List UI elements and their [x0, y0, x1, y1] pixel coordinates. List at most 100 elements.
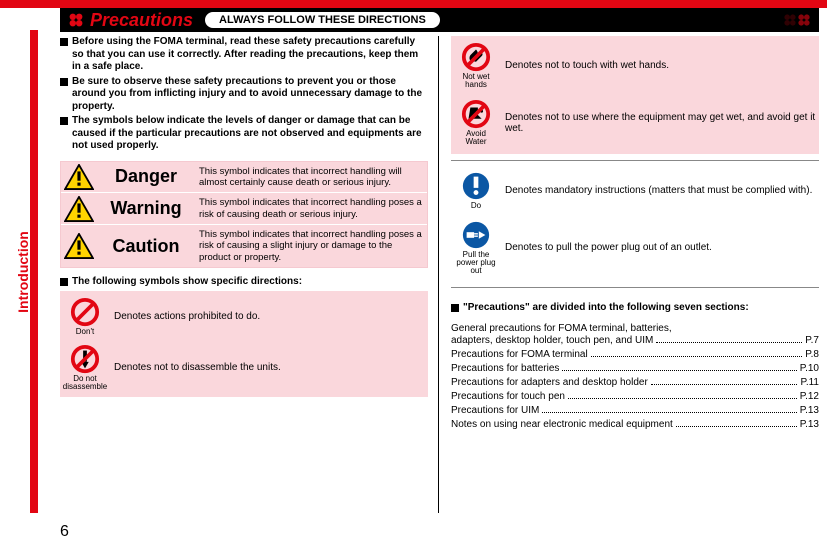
toc-label: Precautions for UIM [451, 404, 539, 418]
symbol-caption: Pull the power plug out [455, 251, 497, 275]
toc-label: Precautions for touch pen [451, 390, 565, 404]
symbol-desc: Denotes actions prohibited to do. [110, 311, 428, 322]
toc-page: P.8 [805, 348, 819, 362]
square-bullet-icon [60, 117, 68, 125]
danger-row: Danger This symbol indicates that incorr… [61, 162, 427, 194]
subheading: The following symbols show specific dire… [60, 276, 428, 287]
toc-head-text: "Precautions" are divided into the follo… [463, 302, 749, 313]
subhead-text: The following symbols show specific dire… [72, 276, 302, 287]
page-number: 6 [60, 523, 69, 541]
symbol-caption: Do not disassemble [63, 375, 107, 391]
danger-label: Warning [97, 193, 195, 224]
danger-row: Caution This symbol indicates that incor… [61, 225, 427, 267]
toc-label: adapters, desktop holder, touch pen, and… [451, 334, 653, 348]
side-tab-stripe [30, 30, 38, 513]
danger-label: Danger [97, 162, 195, 193]
side-tab-label: Introduction [15, 231, 31, 313]
symbol-caption: Avoid Water [455, 130, 497, 146]
square-bullet-icon [60, 78, 68, 86]
symbol-row: Do not disassemble Denotes not to disass… [60, 340, 428, 395]
prohibit-icon: Don't [60, 295, 110, 338]
symbol-row: Not wet hands Denotes not to touch with … [451, 38, 819, 93]
toc-row: Precautions for touch pen P.12 [451, 390, 819, 404]
symbol-caption: Do [471, 202, 481, 210]
no-disassemble-icon: Do not disassemble [60, 342, 110, 393]
warning-triangle-icon [61, 225, 97, 267]
clover-icon [68, 12, 84, 28]
toc-row: Precautions for adapters and desktop hol… [451, 376, 819, 390]
symbol-row: Pull the power plug out Denotes to pull … [451, 216, 819, 279]
symbol-caption: Don't [76, 328, 94, 336]
clover-icon-right [783, 12, 811, 28]
danger-desc: This symbol indicates that incorrect han… [195, 225, 427, 267]
toc-label: Precautions for FOMA terminal [451, 348, 588, 362]
warning-triangle-icon [61, 162, 97, 193]
toc-row: Precautions for UIM P.13 [451, 404, 819, 418]
toc-page: P.12 [800, 390, 819, 404]
danger-row: Warning This symbol indicates that incor… [61, 193, 427, 225]
pull-plug-icon: Pull the power plug out [451, 218, 501, 277]
danger-desc: This symbol indicates that incorrect han… [195, 162, 427, 193]
intro-text: Before using the FOMA terminal, read the… [72, 36, 428, 74]
toc-dots [676, 426, 797, 427]
toc-page: P.13 [800, 418, 819, 432]
toc-row: Precautions for FOMA terminal P.8 [451, 348, 819, 362]
separator [451, 160, 819, 161]
toc: General precautions for FOMA terminal, b… [451, 323, 819, 432]
toc-row: Notes on using near electronic medical e… [451, 418, 819, 432]
do-icon: Do [451, 169, 501, 212]
symbol-row: Do Denotes mandatory instructions (matte… [451, 167, 819, 214]
toc-dots [656, 342, 802, 343]
toc-dots [651, 384, 798, 385]
symbol-desc: Denotes not to use where the equipment m… [501, 112, 819, 134]
toc-dots [542, 412, 796, 413]
intro-text: The symbols below indicate the levels of… [72, 115, 428, 153]
toc-label: Precautions for batteries [451, 362, 559, 376]
symbol-desc: Denotes not to touch with wet hands. [501, 60, 819, 71]
side-tab: Introduction [8, 30, 38, 513]
right-column: Not wet hands Denotes not to touch with … [451, 36, 819, 513]
symbol-row: Don't Denotes actions prohibited to do. [60, 293, 428, 340]
intro-bullet: Before using the FOMA terminal, read the… [60, 36, 428, 74]
square-bullet-icon [60, 38, 68, 46]
avoid-water-icon: Avoid Water [451, 97, 501, 148]
toc-row: adapters, desktop holder, touch pen, and… [451, 334, 819, 348]
left-column: Before using the FOMA terminal, read the… [60, 36, 439, 513]
symbol-row: Avoid Water Denotes not to use where the… [451, 95, 819, 150]
toc-row: Precautions for batteries P.10 [451, 362, 819, 376]
intro-bullet: The symbols below indicate the levels of… [60, 115, 428, 153]
intro-text: Be sure to observe these safety precauti… [72, 76, 428, 114]
danger-level-table: Danger This symbol indicates that incorr… [60, 161, 428, 269]
page-title: Precautions [90, 10, 193, 31]
toc-label: Precautions for adapters and desktop hol… [451, 376, 648, 390]
symbol-desc: Denotes to pull the power plug out of an… [501, 242, 819, 253]
symbol-group-right-plain: Do Denotes mandatory instructions (matte… [451, 167, 819, 281]
symbol-caption: Not wet hands [455, 73, 497, 89]
no-wet-hands-icon: Not wet hands [451, 40, 501, 91]
toc-page: P.11 [800, 376, 819, 390]
toc-dots [568, 398, 797, 399]
danger-label: Caution [97, 225, 195, 267]
toc-page: P.13 [800, 404, 819, 418]
toc-heading: "Precautions" are divided into the follo… [451, 302, 819, 313]
page-header: Precautions ALWAYS FOLLOW THESE DIRECTIO… [60, 8, 819, 32]
toc-dots [562, 370, 796, 371]
toc-page: P.10 [800, 362, 819, 376]
toc-intro-line: General precautions for FOMA terminal, b… [451, 323, 819, 334]
symbol-group-left: Don't Denotes actions prohibited to do. … [60, 291, 428, 397]
square-bullet-icon [60, 278, 68, 286]
intro-list: Before using the FOMA terminal, read the… [60, 36, 428, 155]
intro-bullet: Be sure to observe these safety precauti… [60, 76, 428, 114]
header-subtitle-pill: ALWAYS FOLLOW THESE DIRECTIONS [205, 12, 440, 28]
symbol-desc: Denotes not to disassemble the units. [110, 362, 428, 373]
content-area: Before using the FOMA terminal, read the… [60, 36, 819, 513]
warning-triangle-icon [61, 193, 97, 224]
toc-label: Notes on using near electronic medical e… [451, 418, 673, 432]
square-bullet-icon [451, 304, 459, 312]
toc-page: P.7 [805, 334, 819, 348]
symbol-desc: Denotes mandatory instructions (matters … [501, 185, 819, 196]
top-accent-bar [0, 0, 827, 8]
symbol-group-right-pink: Not wet hands Denotes not to touch with … [451, 36, 819, 154]
toc-dots [591, 356, 803, 357]
separator [451, 287, 819, 288]
